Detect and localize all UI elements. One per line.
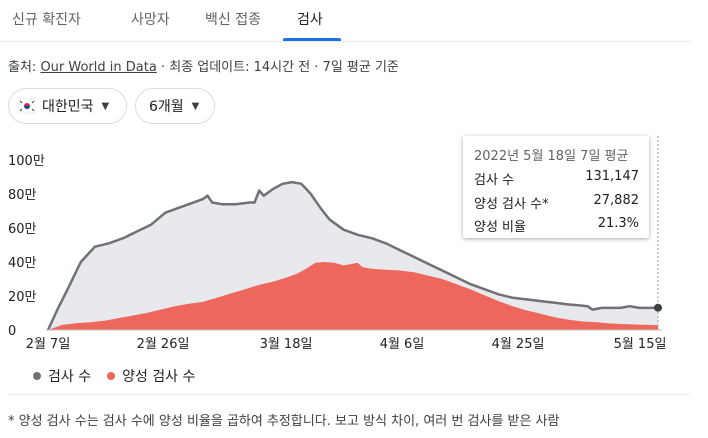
legend-dot [33, 372, 41, 380]
x-tick-label: 2월 7일 [26, 337, 71, 352]
chevron-down-icon: ▼ [101, 100, 110, 112]
y-tick-label: 0 [8, 324, 16, 339]
tab-bar: 신규 확진자 사망자 백신 접종 검사 [0, 0, 690, 42]
testing-chart[interactable]: 0 20만 40만 60만 80만 100만 2월 7일 2월 26일 3월 18일 4월 6일 4… [0, 130, 700, 356]
period-selector[interactable]: 6개월 ▼ [135, 88, 215, 124]
x-tick-label: 2월 26일 [137, 337, 190, 352]
chart-legend: 검사 수 양성 검사 수 [33, 366, 211, 386]
tooltip-label: 검사 수 [474, 173, 515, 188]
tab-vaccinations[interactable]: 백신 접종 [205, 12, 261, 28]
tooltip-row-tests: 검사 수 131,147 [474, 169, 639, 188]
tooltip-date: 2022년 5월 18일 7일 평균 [474, 149, 629, 164]
divider [8, 394, 690, 395]
tests-hover-point [654, 303, 662, 312]
y-tick-label: 20만 [8, 290, 37, 305]
period-selector-label: 6개월 [149, 99, 184, 115]
tests-area [48, 182, 658, 330]
source-link[interactable]: Our World in Data [40, 60, 157, 75]
x-tick-label: 4월 25일 [492, 337, 545, 352]
legend-label: 양성 검사 수 [122, 369, 196, 385]
tooltip-label: 양성 비율 [474, 220, 526, 235]
x-tick-label: 4월 6일 [380, 337, 425, 352]
y-tick-label: 100만 [8, 154, 45, 169]
tab-new-cases[interactable]: 신규 확진자 [12, 12, 81, 28]
chart-tooltip: 2022년 5월 18일 7일 평균 검사 수 131,147 양성 검사 수*… [463, 136, 649, 238]
tests-line [46, 180, 659, 331]
tab-testing[interactable]: 검사 [297, 12, 323, 28]
x-tick-label: 3월 18일 [260, 337, 313, 352]
tooltip-label: 양성 검사 수* [474, 197, 549, 212]
country-selector[interactable]: 대한민국 ▼ [8, 88, 127, 124]
tooltip-row-positive: 양성 검사 수* 27,882 [474, 193, 639, 212]
legend-item-positive: 양성 검사 수 [107, 366, 195, 386]
active-tab-indicator [283, 38, 341, 41]
country-selector-label: 대한민국 [42, 99, 94, 115]
legend-label: 검사 수 [48, 369, 92, 385]
y-tick-label: 40만 [8, 256, 37, 271]
footnote: * 양성 검사 수는 검사 수에 양성 비율을 곱하여 추정합니다. 보고 방식… [8, 414, 560, 429]
positive-tests-area [48, 262, 658, 330]
tooltip-value: 27,882 [593, 193, 640, 208]
source-line: 출처: Our World in Data · 최종 업데이트: 14시간 전 … [8, 56, 399, 75]
x-tick-label: 5월 15일 [614, 337, 667, 352]
legend-item-tests: 검사 수 [33, 366, 91, 386]
chevron-down-icon: ▼ [191, 100, 200, 112]
legend-dot [107, 372, 116, 380]
tooltip-value: 131,147 [585, 169, 639, 184]
source-prefix: 출처: [8, 60, 41, 75]
y-tick-label: 80만 [8, 188, 37, 203]
tab-deaths[interactable]: 사망자 [131, 12, 170, 28]
south-korea-flag-icon [18, 98, 36, 114]
tooltip-value: 21.3% [597, 216, 639, 231]
tooltip-row-positivity: 양성 비율 21.3% [474, 216, 639, 235]
source-suffix: · 최종 업데이트: 14시간 전 · 7일 평균 기준 [156, 60, 399, 75]
y-tick-label: 60만 [8, 222, 37, 237]
